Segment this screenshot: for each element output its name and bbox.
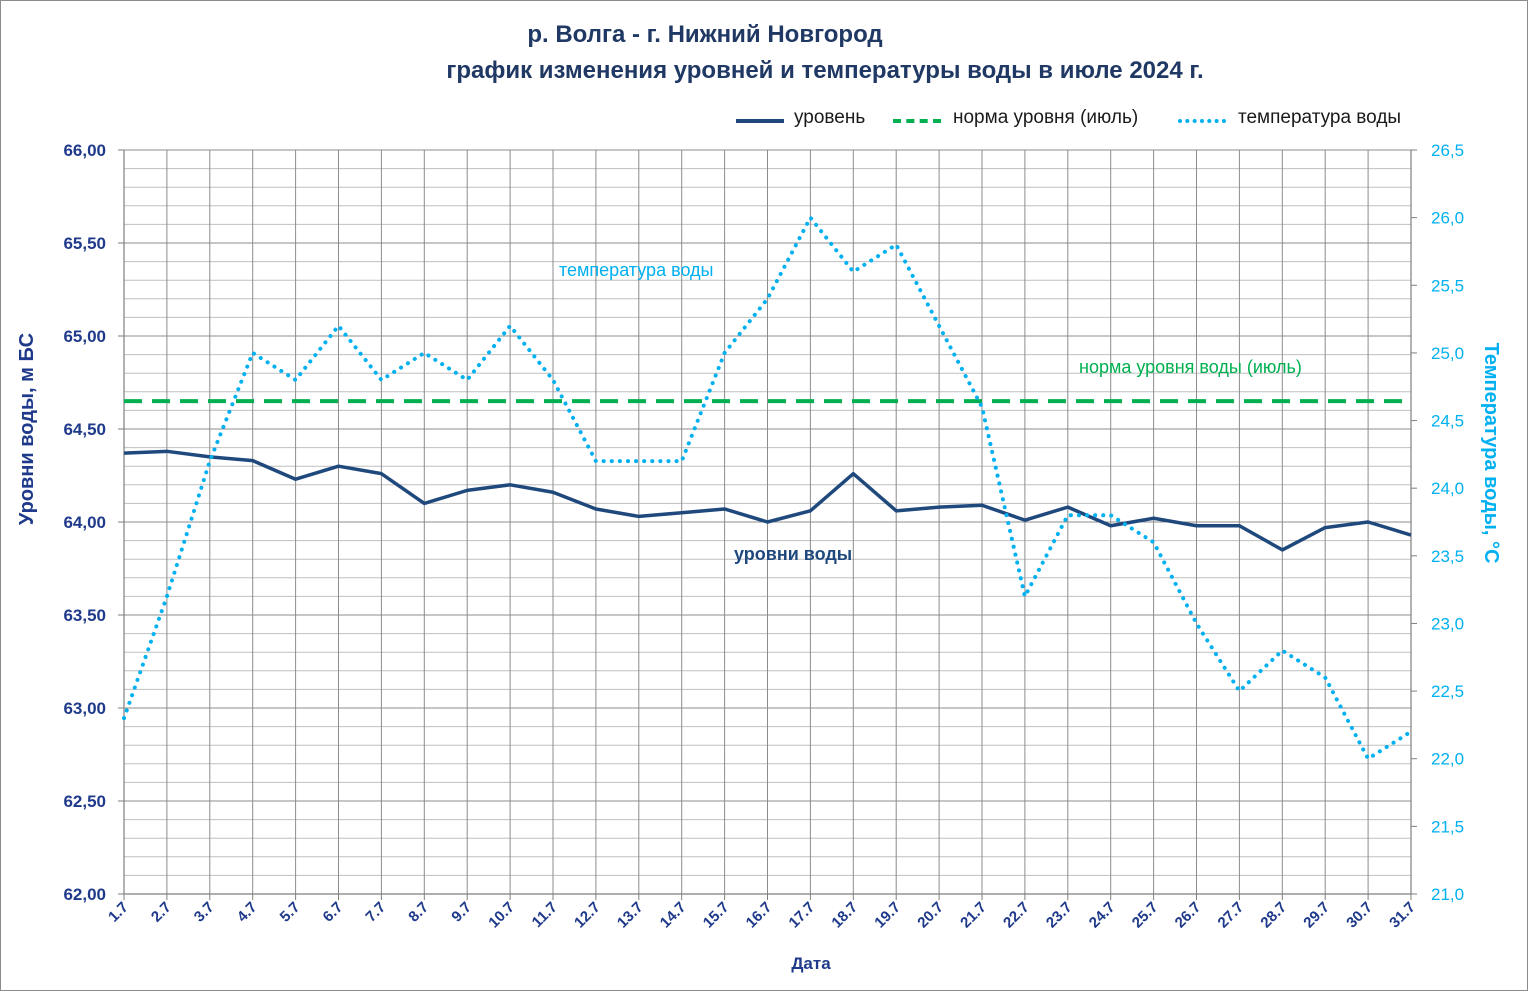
y-axis-label: Уровни воды, м БС (16, 333, 38, 525)
x-tick-label: 28.7 (1257, 899, 1290, 932)
axes: 62,00 62,50 63,00 63,50 64,00 64,50 65,00 65,50… (63, 141, 1464, 931)
x-tick-label: 22.7 (1000, 899, 1033, 932)
y2-tick-label: 26,0 (1431, 209, 1464, 228)
x-tick-label: 7.7 (362, 899, 389, 926)
y2-tick-label: 21,5 (1431, 817, 1464, 836)
y-tick-label: 63,00 (63, 699, 106, 718)
x-tick-label: 14.7 (657, 899, 690, 932)
x-tick-label: 1.7 (105, 899, 132, 926)
annotation-norm: норма уровня воды (июль) (1079, 357, 1302, 377)
y2-tick-label: 24,5 (1431, 412, 1464, 431)
y2-tick-label: 22,5 (1431, 682, 1464, 701)
x-tick-label: 17.7 (786, 899, 819, 932)
x-tick-label: 4.7 (234, 899, 261, 926)
x-tick-label: 29.7 (1300, 899, 1333, 932)
x-tick-label: 3.7 (191, 899, 218, 926)
y-tick-label: 62,00 (63, 885, 106, 904)
y2-tick-label: 24,0 (1431, 479, 1464, 498)
y-tick-label: 64,00 (63, 513, 106, 532)
y2-tick-label: 21,0 (1431, 885, 1464, 904)
y2-tick-label: 25,5 (1431, 276, 1464, 295)
y-tick-label: 65,00 (63, 327, 106, 346)
x-tick-label: 16.7 (743, 899, 776, 932)
y2-tick-label: 25,0 (1431, 344, 1464, 363)
x-tick-label: 18.7 (828, 899, 861, 932)
x-tick-label: 12.7 (571, 899, 604, 932)
y-tick-label: 66,00 (63, 141, 106, 160)
y-tick-label: 63,50 (63, 606, 106, 625)
x-tick-label: 25.7 (1129, 899, 1162, 932)
y2-tick-label: 22,0 (1431, 750, 1464, 769)
x-tick-label: 30.7 (1343, 899, 1376, 932)
annotation-level: уровни воды (734, 544, 852, 564)
x-tick-label: 21.7 (957, 899, 990, 932)
x-tick-label: 13.7 (614, 899, 647, 932)
x-tick-label: 23.7 (1043, 899, 1076, 932)
y2-tick-label: 23,5 (1431, 547, 1464, 566)
y2-tick-label: 23,0 (1431, 614, 1464, 633)
y-tick-label: 62,50 (63, 792, 106, 811)
x-axis-label: Дата (791, 954, 831, 973)
x-tick-label: 8.7 (405, 899, 432, 926)
x-tick-label: 31.7 (1386, 899, 1419, 932)
x-tick-label: 5.7 (277, 899, 304, 926)
annotation-temp: температура воды (559, 260, 714, 280)
y2-axis-label: Температура воды, °С (1480, 343, 1502, 564)
y-tick-label: 65,50 (63, 234, 106, 253)
x-tick-label: 15.7 (700, 899, 733, 932)
x-tick-label: 19.7 (871, 899, 904, 932)
x-tick-label: 6.7 (320, 899, 347, 926)
x-tick-label: 9.7 (448, 899, 475, 926)
y2-tick-label: 26,5 (1431, 141, 1464, 160)
x-tick-label: 27.7 (1215, 899, 1248, 932)
x-tick-label: 26.7 (1172, 899, 1205, 932)
x-tick-label: 10.7 (485, 899, 518, 932)
x-tick-label: 24.7 (1086, 899, 1119, 932)
x-tick-label: 2.7 (148, 899, 175, 926)
x-tick-label: 20.7 (914, 899, 947, 932)
x-tick-label: 11.7 (529, 899, 561, 931)
y-tick-label: 64,50 (63, 420, 106, 439)
